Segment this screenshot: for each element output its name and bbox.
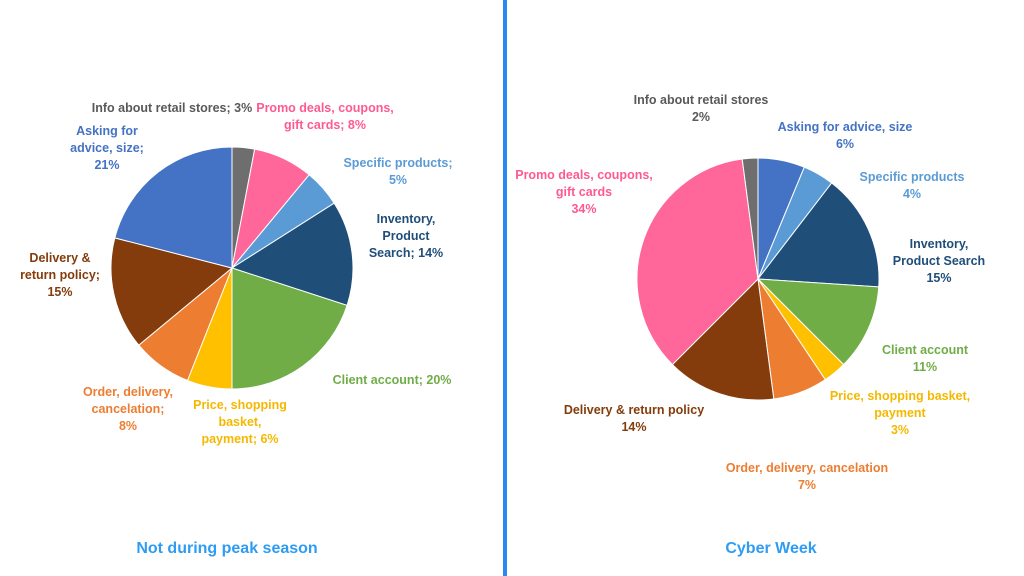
data-label-client-account: Client account; 20% bbox=[333, 373, 452, 387]
pie-slice-promo-deals-coupons-gift-cards bbox=[636, 158, 759, 366]
data-label-info-about-retail-stores: Info about retail stores 2% bbox=[634, 93, 769, 124]
pie-slice-client-account bbox=[231, 267, 348, 390]
data-label-order-delivery-cancelation: Order, delivery, cancelation; 8% bbox=[83, 385, 173, 433]
pie-chart-not-peak-season: Info about retail stores; 3% Promo deals,… bbox=[20, 101, 452, 446]
chart-title-cyber-week: Cyber Week bbox=[725, 540, 816, 557]
data-label-price-shopping-basket-payment: Price, shopping basket, payment 3% bbox=[830, 389, 970, 437]
data-label-info-about-retail-stores: Info about retail stores; 3% bbox=[92, 101, 252, 115]
data-label-client-account: Client account 11% bbox=[882, 343, 969, 374]
data-label-promo-deals-coupons-gift-cards: Promo deals, coupons, gift cards 34% bbox=[515, 168, 653, 216]
data-label-delivery-and-return-policy: Delivery & return policy 14% bbox=[564, 403, 704, 434]
data-label-inventory-product-search: Inventory, Product Search 15% bbox=[893, 237, 985, 285]
pie-slice-delivery-and-return-policy bbox=[110, 237, 234, 346]
pie-slice-info-about-retail-stores bbox=[741, 157, 759, 280]
chart-title-not-peak-season: Not during peak season bbox=[136, 540, 317, 557]
pie-slice-inventory-product-search bbox=[230, 202, 354, 307]
data-label-price-shopping-basket-payment: Price, shopping basket, payment; 6% bbox=[193, 398, 287, 446]
pie-slice-client-account bbox=[756, 278, 880, 366]
data-label-order-delivery-cancelation: Order, delivery, cancelation 7% bbox=[726, 461, 888, 492]
pie-slice-inventory-product-search bbox=[757, 182, 880, 288]
pie-slice-asking-for-advice-size bbox=[114, 146, 233, 269]
data-label-asking-for-advice-size: Asking for advice, size 6% bbox=[778, 120, 913, 151]
data-label-specific-products: Specific products 4% bbox=[860, 170, 965, 201]
data-label-inventory-product-search: Inventory, Product Search; 14% bbox=[369, 212, 443, 260]
pie-slice-delivery-and-return-policy bbox=[671, 277, 775, 401]
pie-chart-cyber-week: Asking for advice, size 6% Specific produc… bbox=[515, 93, 985, 492]
data-label-asking-for-advice-size: Asking for advice, size; 21% bbox=[70, 124, 144, 172]
data-label-promo-deals-coupons-gift-cards: Promo deals, coupons, gift cards; 8% bbox=[256, 101, 394, 132]
data-label-specific-products: Specific products; 5% bbox=[343, 156, 452, 187]
data-label-delivery-and-return-policy: Delivery & return policy; 15% bbox=[20, 251, 100, 299]
